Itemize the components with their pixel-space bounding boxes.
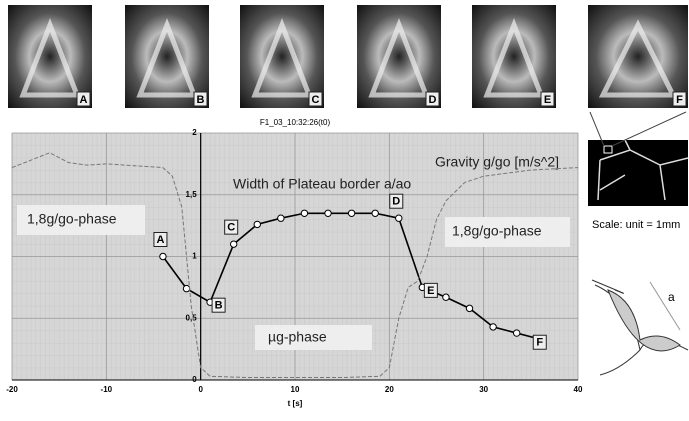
foam-image	[588, 140, 688, 206]
panel-label-box	[425, 91, 440, 107]
plateau-border	[607, 289, 681, 352]
data-point	[489, 323, 497, 331]
y-tick-label: 1	[192, 252, 197, 261]
panel-caption: F1_03_10:32:26(t0)	[260, 118, 331, 127]
point-label: F	[536, 337, 543, 349]
panel-label-box	[672, 91, 687, 107]
panel-label: D	[429, 94, 437, 106]
point-label: C	[227, 222, 235, 234]
phase-box	[255, 325, 372, 350]
x-tick-label: -10	[101, 385, 113, 394]
y-tick-label: 0,5	[186, 313, 198, 322]
annotation: Width of Plateau border a/ao	[233, 176, 411, 192]
panel-label-box	[540, 91, 555, 107]
point-label-box	[224, 219, 239, 235]
data-point	[371, 209, 379, 217]
panel-label: C	[312, 94, 320, 106]
data-point	[300, 209, 309, 217]
data-point	[159, 252, 167, 261]
panel-foam	[136, 18, 198, 98]
panel-foam	[368, 18, 430, 98]
data-point	[442, 293, 450, 301]
panel-label-box	[193, 91, 208, 107]
point-label-box	[211, 297, 226, 313]
panel-label: B	[197, 94, 205, 106]
width-arrow	[649, 281, 681, 331]
point-label-box	[153, 232, 168, 247]
foam-lines	[597, 139, 689, 201]
data-point	[395, 214, 403, 222]
phase-box	[17, 205, 145, 235]
data-point	[229, 240, 238, 248]
annotation: µg-phase	[268, 329, 327, 345]
panel-label: F	[676, 94, 683, 106]
data-point	[324, 209, 332, 217]
data-point	[465, 304, 474, 313]
zoom-box	[603, 145, 613, 154]
annotation: 1,8g/go-phase	[27, 211, 117, 227]
scale-caption: Scale: unit = 1mm	[592, 219, 680, 231]
phase-box	[445, 217, 570, 247]
annotation: 1,8g/go-phase	[452, 223, 542, 239]
x-tick-label: 0	[198, 385, 203, 394]
gravity-line	[11, 152, 579, 379]
point-label: E	[427, 285, 434, 297]
point-label: D	[392, 196, 400, 208]
panel-foam	[251, 18, 313, 98]
y-tick-label: 2	[192, 128, 197, 137]
panel-foam	[483, 18, 545, 98]
data-point	[277, 214, 285, 222]
point-label: A	[156, 234, 164, 246]
data-point	[347, 209, 356, 217]
point-label-box	[532, 334, 547, 350]
zoom-line	[611, 111, 687, 147]
panel-foam	[598, 19, 678, 98]
x-tick-label: -20	[6, 385, 18, 394]
x-tick-label: 40	[574, 385, 583, 394]
panel-foam	[19, 18, 81, 98]
y-tick-label: 1,5	[186, 190, 198, 199]
point-label-box	[423, 282, 438, 298]
data-point	[253, 220, 261, 229]
diagram-label: a	[668, 290, 675, 304]
data-point	[512, 329, 521, 337]
panel-label: E	[544, 94, 551, 106]
x-tick-label: 10	[291, 385, 300, 394]
point-label-box	[389, 193, 404, 209]
panel-label-box	[308, 91, 323, 107]
data-point	[182, 284, 191, 293]
annotation: Gravity g/go [m/s^2]	[435, 154, 559, 170]
zoom-line	[589, 111, 605, 147]
panel-label: A	[80, 94, 88, 106]
x-axis-label: t [s]	[288, 399, 303, 408]
x-tick-label: 20	[385, 385, 394, 394]
x-tick-label: 30	[479, 385, 488, 394]
panel-label-box	[76, 91, 91, 107]
point-label: B	[215, 300, 223, 312]
